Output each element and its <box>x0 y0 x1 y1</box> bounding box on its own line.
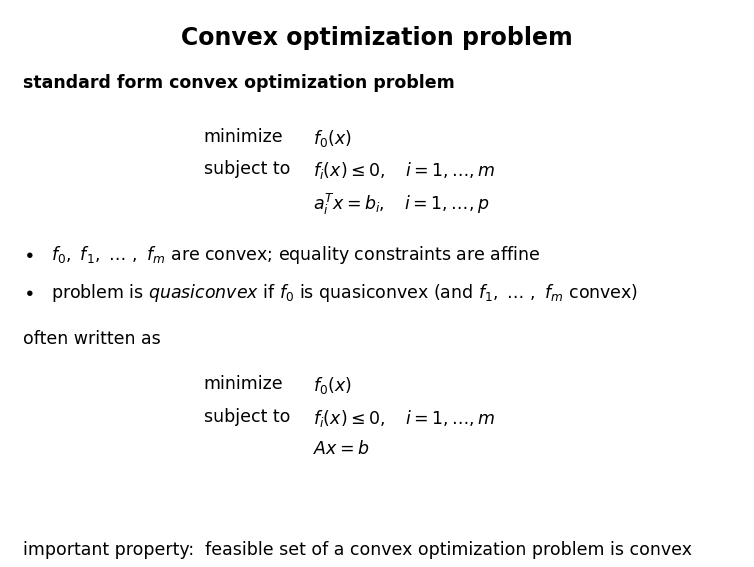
Text: $f_i(x) \leq 0, \quad i = 1,\ldots,m$: $f_i(x) \leq 0, \quad i = 1,\ldots,m$ <box>313 160 495 181</box>
Text: $f_0(x)$: $f_0(x)$ <box>313 128 351 149</box>
Text: subject to: subject to <box>204 160 290 178</box>
Text: important property:  feasible set of a convex optimization problem is convex: important property: feasible set of a co… <box>23 541 691 560</box>
Text: often written as: often written as <box>23 330 161 348</box>
Text: $a_i^T x = b_i, \quad i = 1,\ldots,p$: $a_i^T x = b_i, \quad i = 1,\ldots,p$ <box>313 192 489 217</box>
Text: Convex optimization problem: Convex optimization problem <box>181 26 573 49</box>
Text: $\bullet$: $\bullet$ <box>23 282 33 301</box>
Text: standard form convex optimization problem: standard form convex optimization proble… <box>23 74 455 92</box>
Text: $\bullet$: $\bullet$ <box>23 244 33 263</box>
Text: $f_0(x)$: $f_0(x)$ <box>313 375 351 396</box>
Text: $Ax = b$: $Ax = b$ <box>313 440 369 458</box>
Text: subject to: subject to <box>204 408 290 426</box>
Text: problem is $\mathit{quasiconvex}$ if $f_0$ is quasiconvex (and $f_1,\ \ldots\ ,\: problem is $\mathit{quasiconvex}$ if $f_… <box>51 282 638 304</box>
Text: minimize: minimize <box>204 375 284 393</box>
Text: $f_i(x) \leq 0, \quad i = 1,\ldots,m$: $f_i(x) \leq 0, \quad i = 1,\ldots,m$ <box>313 408 495 429</box>
Text: minimize: minimize <box>204 128 284 146</box>
Text: $f_0,\ f_1,\ \ldots\ ,\ f_m$ are convex; equality constraints are affine: $f_0,\ f_1,\ \ldots\ ,\ f_m$ are convex;… <box>51 244 540 266</box>
